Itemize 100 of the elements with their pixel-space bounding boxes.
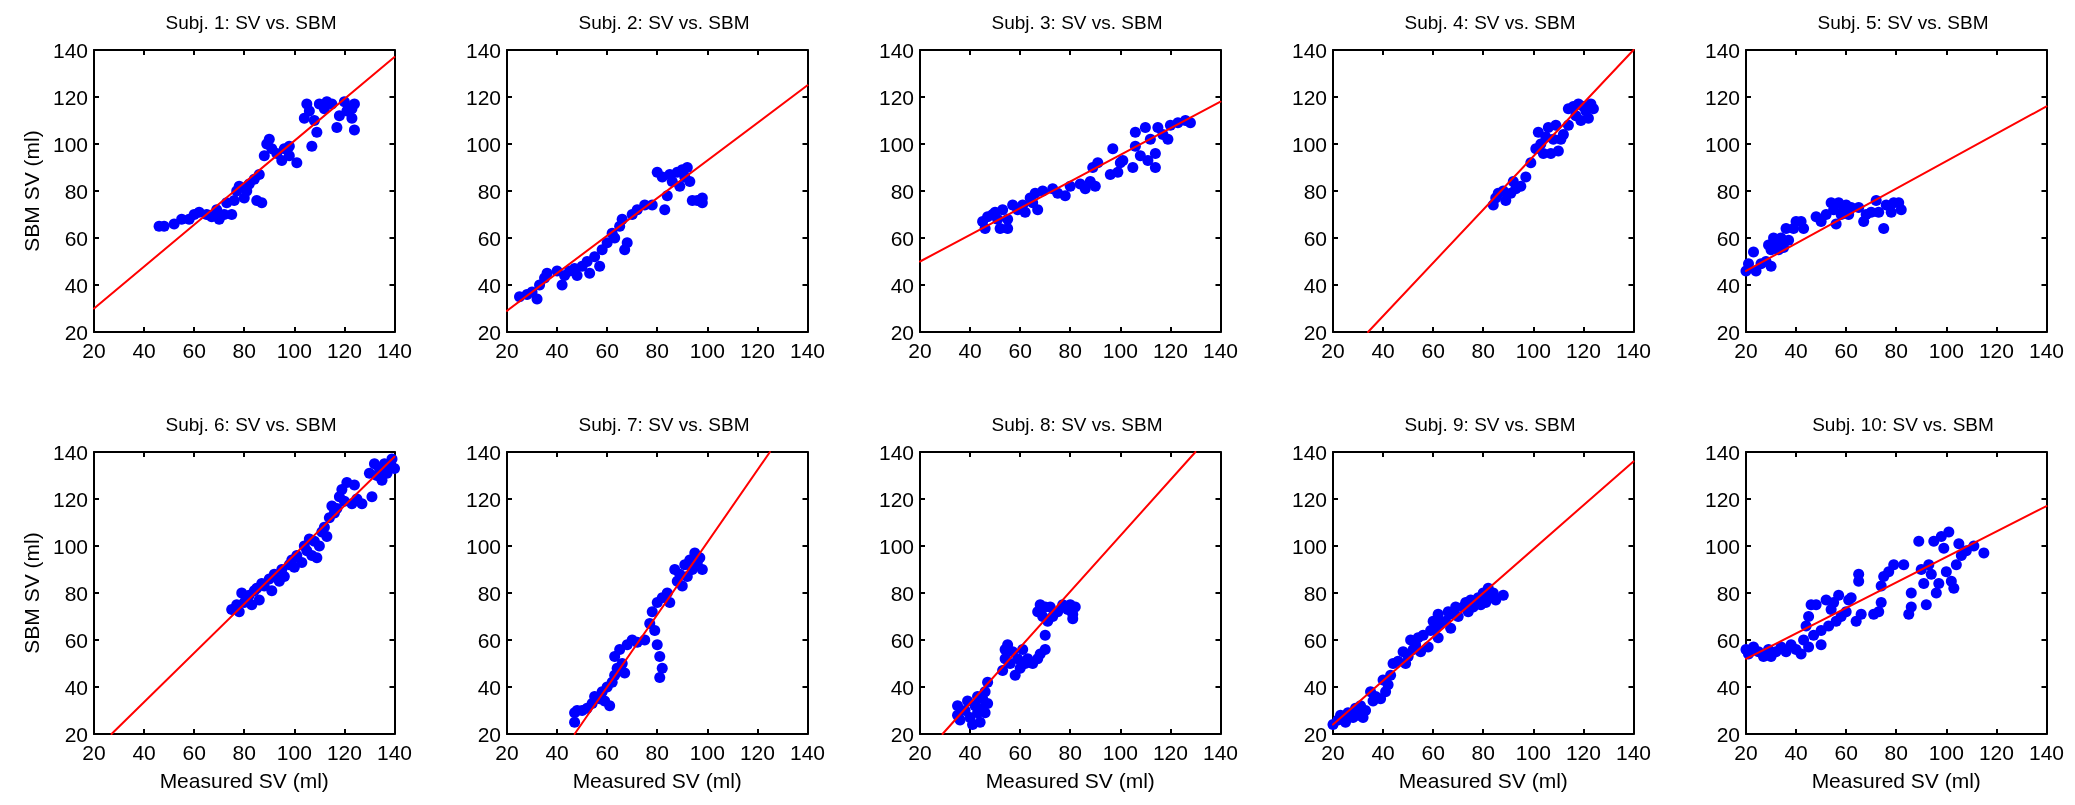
y-tick-label: 140 [465, 38, 501, 62]
x-tick-label: 60 [182, 339, 206, 362]
y-tick-label: 60 [1716, 628, 1740, 652]
y-tick-label: 100 [52, 534, 88, 558]
y-tick-label: 80 [890, 179, 914, 203]
x-tick-label: 80 [645, 339, 669, 362]
x-tick-label: 100 [1102, 741, 1138, 764]
x-tick-label: 120 [739, 741, 775, 764]
chart-title: Subj. 3: SV vs. SBM [991, 12, 1163, 33]
x-tick-label: 40 [132, 741, 156, 764]
y-tick-label: 120 [1704, 85, 1740, 109]
x-tick-label: 40 [1371, 339, 1395, 362]
x-tick-label: 40 [1784, 741, 1808, 764]
x-tick-label: 100 [1928, 741, 1964, 764]
x-tick-label: 80 [232, 741, 256, 764]
y-tick-label: 80 [890, 581, 914, 605]
x-tick-label: 140 [1615, 741, 1651, 764]
y-tick-label: 120 [1291, 85, 1327, 109]
x-tick-label: 140 [376, 741, 412, 764]
y-tick-label: 120 [878, 85, 914, 109]
y-tick-label: 140 [1291, 38, 1327, 62]
x-tick-label: 120 [326, 741, 362, 764]
x-tick-label: 40 [958, 741, 982, 764]
x-tick-label: 140 [2028, 741, 2064, 764]
x-tick-label: 40 [132, 339, 156, 362]
x-tick-label: 80 [1058, 741, 1082, 764]
x-tick-label: 100 [1928, 339, 1964, 362]
x-tick-label: 80 [1884, 741, 1908, 764]
x-tick-label: 100 [1515, 741, 1551, 764]
y-tick-label: 100 [1704, 534, 1740, 558]
x-tick-label: 40 [1371, 741, 1395, 764]
y-tick-label: 60 [1303, 226, 1327, 250]
chart-title: Subj. 5: SV vs. SBM [1817, 12, 1989, 33]
y-tick-label: 100 [1291, 132, 1327, 156]
x-tick-label: 80 [1884, 339, 1908, 362]
x-tick-label: 60 [182, 741, 206, 764]
y-tick-label: 100 [878, 534, 914, 558]
y-tick-label: 100 [465, 534, 501, 558]
y-tick-label: 40 [890, 675, 914, 699]
chart-title: Subj. 8: SV vs. SBM [991, 414, 1163, 435]
y-tick-label: 60 [890, 628, 914, 652]
y-tick-label: 80 [1716, 581, 1740, 605]
y-tick-label: 120 [1291, 487, 1327, 511]
y-tick-label: 60 [1303, 628, 1327, 652]
x-tick-label: 120 [1152, 741, 1188, 764]
y-axis-title: SBM SV (ml) [20, 532, 43, 654]
y-tick-label: 120 [52, 85, 88, 109]
y-tick-label: 40 [890, 273, 914, 297]
y-tick-label: 40 [477, 675, 501, 699]
x-tick-label: 100 [689, 741, 725, 764]
y-tick-label: 60 [477, 226, 501, 250]
chart-title: Subj. 6: SV vs. SBM [165, 414, 337, 435]
y-tick-label: 60 [477, 628, 501, 652]
x-tick-label: 140 [789, 339, 825, 362]
x-tick-label: 80 [1471, 339, 1495, 362]
x-tick-label: 100 [276, 339, 312, 362]
x-tick-label: 120 [1978, 339, 2014, 362]
y-tick-label: 100 [1291, 534, 1327, 558]
x-tick-label: 60 [1421, 741, 1445, 764]
chart-title: Subj. 7: SV vs. SBM [578, 414, 750, 435]
x-tick-label: 40 [958, 339, 982, 362]
x-axis-title: Measured SV (ml) [985, 769, 1155, 792]
y-tick-label: 60 [890, 226, 914, 250]
y-tick-label: 100 [878, 132, 914, 156]
y-tick-label: 80 [1303, 179, 1327, 203]
y-tick-label: 120 [52, 487, 88, 511]
y-tick-label: 140 [1704, 38, 1740, 62]
y-tick-label: 140 [1291, 440, 1327, 464]
x-tick-label: 100 [1515, 339, 1551, 362]
x-axis-title: Measured SV (ml) [159, 769, 329, 792]
chart-title: Subj. 9: SV vs. SBM [1404, 414, 1576, 435]
x-tick-label: 40 [1784, 339, 1808, 362]
x-axis-title: Measured SV (ml) [1811, 769, 1981, 792]
y-tick-label: 40 [1303, 675, 1327, 699]
y-tick-label: 40 [64, 273, 88, 297]
x-tick-label: 140 [1615, 339, 1651, 362]
y-tick-label: 60 [64, 226, 88, 250]
y-tick-label: 40 [1716, 675, 1740, 699]
y-tick-label: 80 [64, 179, 88, 203]
x-tick-label: 60 [1834, 741, 1858, 764]
x-tick-label: 100 [276, 741, 312, 764]
x-tick-label: 140 [1202, 339, 1238, 362]
chart-title: Subj. 10: SV vs. SBM [1812, 414, 1994, 435]
y-tick-label: 140 [52, 38, 88, 62]
y-tick-label: 140 [465, 440, 501, 464]
x-tick-label: 120 [1565, 339, 1601, 362]
x-tick-label: 80 [645, 741, 669, 764]
y-tick-label: 40 [1303, 273, 1327, 297]
x-tick-label: 100 [1102, 339, 1138, 362]
y-tick-label: 80 [1303, 581, 1327, 605]
x-tick-label: 140 [2028, 339, 2064, 362]
y-tick-label: 80 [477, 581, 501, 605]
y-tick-label: 100 [465, 132, 501, 156]
y-tick-label: 80 [1716, 179, 1740, 203]
x-tick-label: 120 [1152, 339, 1188, 362]
y-tick-label: 140 [52, 440, 88, 464]
x-axis-title: Measured SV (ml) [1398, 769, 1568, 792]
chart-title: Subj. 2: SV vs. SBM [578, 12, 750, 33]
x-tick-label: 80 [1471, 741, 1495, 764]
y-tick-label: 140 [878, 38, 914, 62]
